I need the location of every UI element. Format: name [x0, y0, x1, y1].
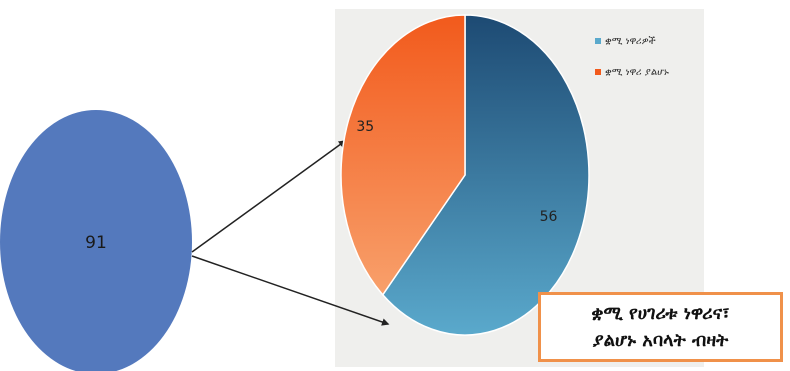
data-label-residents: 56 [540, 209, 558, 225]
legend-label-residents: ቋሚ ነዋሪዎች [605, 36, 656, 47]
connector-arrow-bottom [191, 255, 390, 326]
legend-item-residents: ቋሚ ነዋሪዎች [595, 36, 656, 47]
data-label-non-residents: 35 [356, 119, 374, 135]
breakdown-data-labels: 56 35 [356, 119, 557, 225]
legend-item-non-residents: ቋሚ ነዋሪ ያልሆኑ [595, 67, 669, 78]
legend-swatch-residents [595, 38, 601, 44]
connector-arrow-top [191, 140, 347, 253]
pie-slice-non-residents [340, 14, 466, 296]
pie-slice-residents [381, 14, 590, 336]
total-members-circle [0, 110, 192, 371]
total-members-label: 91 [85, 233, 107, 253]
caption-line-2: ያልሆኑ አባላት ብዛት [592, 330, 729, 351]
caption-line-1: ቋሚ የሀገሪቱ ነዋሪና፣ [591, 303, 730, 324]
connector-arrows [191, 140, 390, 326]
legend-label-non-residents: ቋሚ ነዋሪ ያልሆኑ [605, 67, 669, 78]
legend: ቋሚ ነዋሪዎች ቋሚ ነዋሪ ያልሆኑ [595, 36, 669, 78]
legend-swatch-non-residents [595, 69, 601, 75]
breakdown-pie [340, 14, 590, 336]
caption-box: ቋሚ የሀገሪቱ ነዋሪና፣ ያልሆኑ አባላት ብዛት [538, 292, 783, 362]
total-members-pie: 91 [0, 110, 192, 371]
